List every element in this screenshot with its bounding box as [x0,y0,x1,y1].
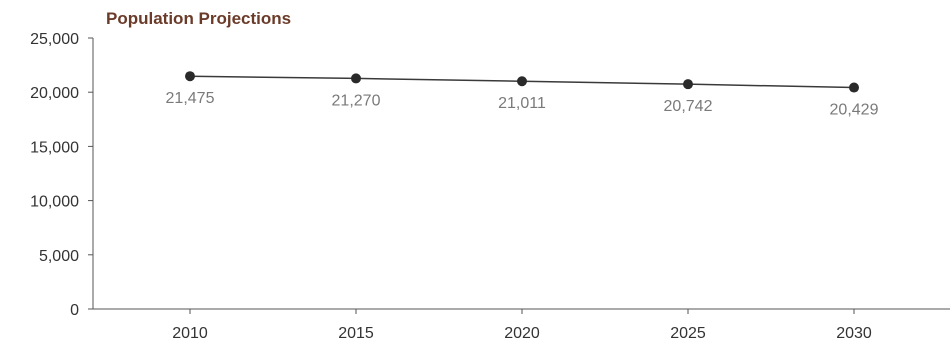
data-point [517,76,527,87]
data-point [683,79,693,90]
x-tick-label: 2010 [172,325,208,342]
y-tick-label: 5,000 [39,248,79,265]
y-tick-label: 20,000 [30,85,79,102]
data-label: 20,429 [830,102,879,119]
data-point [849,82,859,93]
y-tick-label: 25,000 [30,31,79,48]
x-tick-label: 2025 [670,325,706,342]
x-tick-label: 2020 [504,325,540,342]
x-tick-label: 2015 [338,325,374,342]
y-tick-label: 10,000 [30,194,79,211]
data-label: 21,475 [166,90,215,107]
chart-title: Population Projections [106,9,292,28]
x-tick-label: 2030 [836,325,872,342]
data-label: 21,270 [332,92,381,109]
y-tick-label: 0 [70,302,79,319]
data-label: 20,742 [664,98,713,115]
data-point [351,73,361,84]
y-tick-label: 15,000 [30,139,79,156]
data-point [185,71,195,82]
data-label: 21,011 [498,95,546,112]
